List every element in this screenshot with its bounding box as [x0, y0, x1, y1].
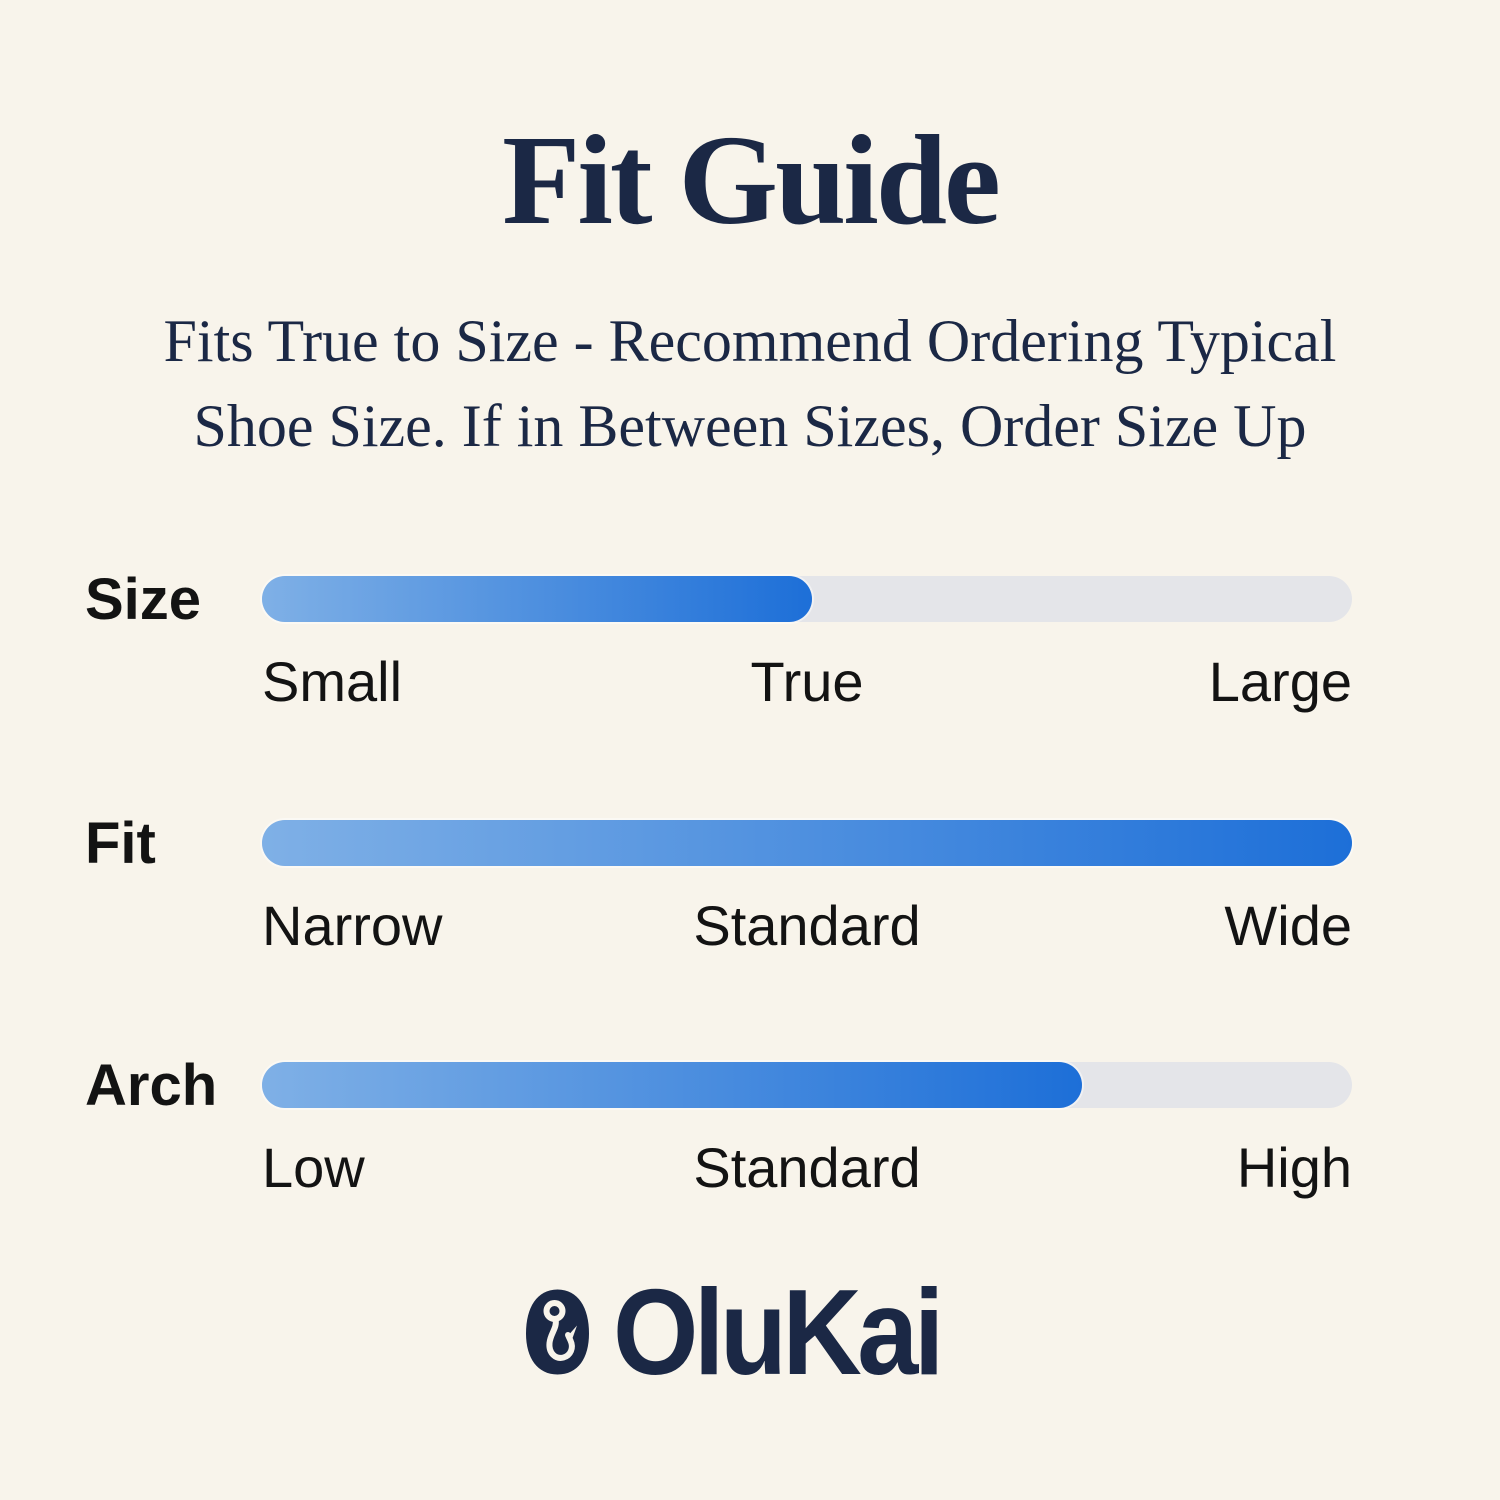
- fit-meter-fill: [262, 820, 1352, 866]
- fit-meter-label: Fit: [85, 810, 156, 876]
- size-scale-label-true: True: [750, 650, 864, 713]
- size-meter-scale: Small True Large: [262, 648, 1352, 718]
- size-meter-label: Size: [85, 566, 202, 632]
- size-meter-fill: [262, 576, 813, 622]
- arch-meter-label: Arch: [85, 1052, 218, 1118]
- fit-scale-label-wide: Wide: [1224, 894, 1352, 957]
- subtitle-line-2: Shoe Size. If in Between Sizes, Order Si…: [193, 393, 1307, 460]
- fit-meter-track: [262, 820, 1352, 866]
- page-title: Fit Guide: [502, 109, 1001, 251]
- fit-scale-label-standard: Standard: [693, 894, 921, 957]
- fit-scale-label-narrow: Narrow: [262, 894, 443, 957]
- arch-meter-track: [262, 1062, 1352, 1108]
- fit-meter-scale: Narrow Standard Wide: [262, 892, 1352, 962]
- size-meter-track: [262, 576, 1352, 622]
- arch-scale-label-standard: Standard: [693, 1136, 921, 1199]
- brand-wordmark: OluKai: [612, 1264, 944, 1400]
- fishhook-icon: [525, 1289, 589, 1375]
- subtitle: Fits True to Size - Recommend Ordering T…: [0, 299, 1500, 469]
- size-meter: Size Small True Large: [0, 566, 1500, 746]
- arch-meter: Arch Low Standard High: [0, 1052, 1500, 1232]
- size-scale-label-small: Small: [262, 650, 403, 713]
- subtitle-line-1: Fits True to Size - Recommend Ordering T…: [163, 308, 1337, 374]
- size-scale-label-large: Large: [1208, 650, 1352, 713]
- arch-scale-label-high: High: [1236, 1136, 1352, 1199]
- brand-logo: OluKai: [0, 1264, 1500, 1400]
- arch-meter-fill: [262, 1062, 1082, 1108]
- arch-meter-scale: Low Standard High: [262, 1134, 1352, 1204]
- fit-meter: Fit Narrow Standard Wide: [0, 810, 1500, 990]
- arch-scale-label-low: Low: [262, 1136, 365, 1199]
